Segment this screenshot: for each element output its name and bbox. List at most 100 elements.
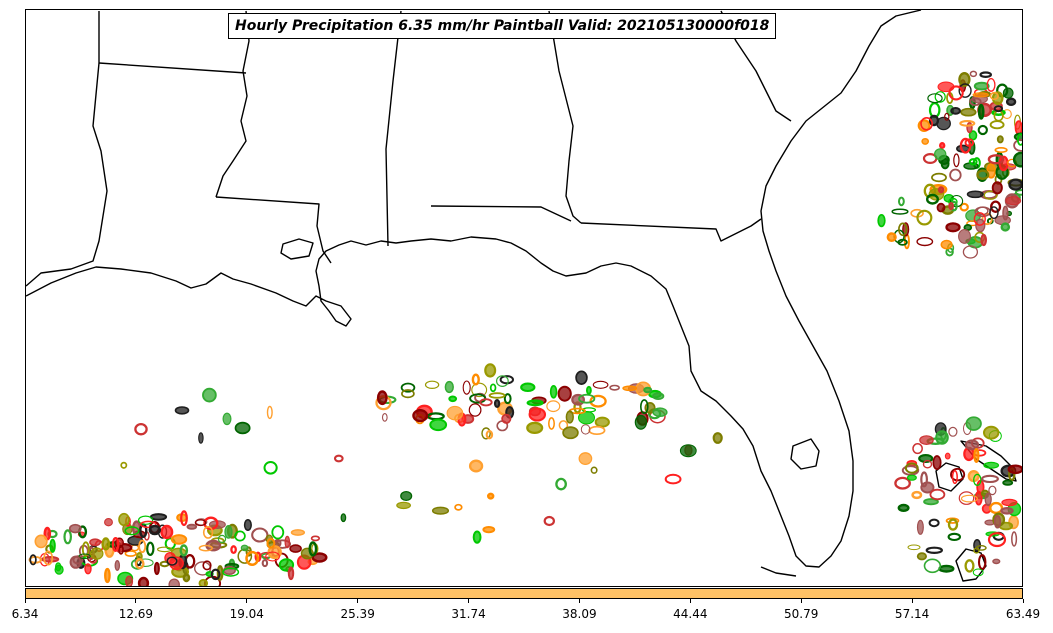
precip-blob [333,454,344,463]
precip-blob [575,370,588,385]
precip-blob [69,555,82,569]
precip-blob [1005,196,1022,206]
precip-blob [448,395,458,403]
precip-blob [401,389,415,399]
precip-blob [234,530,246,542]
precip-blob [526,399,544,407]
precip-blob [170,534,188,545]
precip-blob [482,526,496,534]
precip-blob [454,503,463,511]
precip-blob [78,553,91,560]
precip-blob [124,550,137,557]
precip-blob [528,407,547,422]
precip-blob [1000,506,1014,515]
precip-blob [968,158,978,166]
precip-blob [979,71,992,79]
precip-blob [973,448,980,463]
precip-blob [926,193,940,205]
precip-blob [948,201,954,211]
colorbar-tick-mark [689,599,691,603]
precip-blob [101,537,111,551]
precip-blob [947,532,962,542]
precip-blob [920,471,928,488]
precip-blob [912,443,923,455]
precip-blob [923,498,939,506]
precip-blob [376,390,388,406]
precip-blob [923,558,942,574]
precip-blob [639,399,649,415]
precip-blob [590,466,598,474]
precip-blob [381,413,388,422]
precip-blob [557,385,572,402]
lake-pontchartrain [280,238,314,260]
precip-blob [1002,479,1014,486]
precip-blob [198,432,204,444]
precip-blob [939,142,946,150]
precip-blob [980,233,988,247]
precip-blob [134,422,148,436]
precip-blob [230,545,237,555]
colorbar-tick-mark [800,599,802,603]
precip-blob [138,515,154,525]
precip-blob [925,546,944,555]
precip-blob [652,407,668,418]
precip-blob [958,72,971,87]
colorbar-tick-label: 44.44 [673,607,708,621]
precip-blob [622,385,638,392]
precip-blob [643,386,653,394]
precip-blob [969,70,978,78]
precip-blob [947,518,959,531]
precip-blob [928,518,940,528]
precip-blob [1014,120,1022,135]
precip-blob [431,506,450,515]
precip-blob [340,513,347,523]
colorbar-tick-label: 6.34 [11,607,39,621]
precip-blob [308,541,318,557]
precip-blob [1001,498,1018,507]
precip-blob [424,380,440,389]
precip-blob [182,573,191,583]
precip-blob [981,474,999,484]
precip-blob [712,432,723,444]
precip-blob [137,576,150,586]
precip-blob [983,425,1000,440]
precip-blob [945,517,960,524]
state-boundary-al-ga [548,10,582,224]
precip-blob [543,515,556,527]
precip-blob [489,383,497,393]
state-boundary-la-ms [215,196,332,264]
precip-blob [589,394,607,408]
precip-blob [136,558,154,567]
precip-blob [444,380,454,394]
precip-blob [958,228,971,244]
precip-blob [471,373,480,386]
precip-blob [111,537,120,552]
state-boundary-fl-ga [580,218,762,242]
precip-blob [245,550,260,566]
precip-blob [906,474,917,481]
colorbar-tick-label: 57.14 [894,607,930,621]
precip-blob [898,222,908,237]
lake-okeechobee [790,438,820,470]
precip-blob [43,550,54,566]
precip-blob [134,558,145,570]
precip-blob [487,492,495,500]
precip-blob [973,212,986,226]
precip-blob [986,77,996,92]
precip-blob [897,503,910,513]
precip-blob [89,538,102,547]
precip-blob [916,237,934,247]
precip-blob [964,439,980,451]
precip-blob [179,544,189,557]
precip-blob [966,190,984,199]
precip-blob [664,473,682,485]
precip-blob [580,424,591,435]
precip-blob [916,209,933,226]
precip-blob [994,147,1008,154]
precip-blob [964,559,975,573]
precip-blob [989,120,1005,130]
precip-blob [562,426,579,440]
precip-blob [935,430,949,445]
precip-blob [202,387,217,403]
precip-blob [148,524,162,536]
